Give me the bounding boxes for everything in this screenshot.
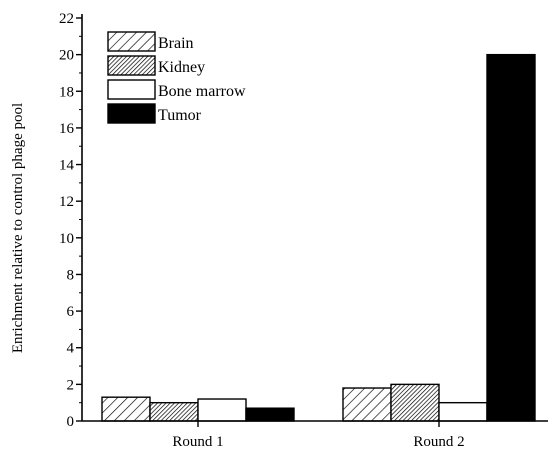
- y-tick-label: 20: [59, 48, 74, 64]
- y-tick-label: 14: [59, 158, 75, 174]
- legend-label: Bone marrow: [158, 83, 246, 100]
- bar-brain-round-1: [101, 396, 151, 422]
- y-tick-label: 4: [67, 341, 75, 357]
- y-tick-label: 0: [67, 414, 75, 430]
- bar-kidney-round-2: [390, 383, 440, 422]
- legend-swatch-brain: [107, 31, 156, 52]
- legend-swatch-tumor: [107, 103, 156, 124]
- y-tick-label: 8: [67, 267, 75, 283]
- y-tick-label: 10: [59, 231, 74, 247]
- legend-label: Brain: [158, 35, 194, 52]
- legend-swatch-kidney: [107, 55, 156, 76]
- bar-bone-marrow-round-1: [197, 398, 247, 422]
- bar-tumor-round-1: [245, 407, 295, 422]
- bars-layer: [101, 53, 536, 422]
- y-tick-label: 22: [59, 11, 74, 27]
- y-tick-label: 16: [59, 121, 75, 137]
- legend-swatch-bone-marrow: [107, 79, 156, 100]
- y-tick-label: 6: [67, 304, 75, 320]
- bar-tumor-round-2: [486, 53, 536, 422]
- legend-label: Tumor: [158, 107, 202, 124]
- bar-brain-round-2: [342, 387, 392, 422]
- y-axis-title: Enrichment relative to control phage poo…: [10, 103, 26, 353]
- y-tick-label: 2: [67, 377, 75, 393]
- x-ticks: Round 1 Round 2: [172, 421, 465, 450]
- y-tick-label: 18: [59, 84, 74, 100]
- bar-bone-marrow-round-2: [438, 401, 488, 422]
- y-tick-label: 12: [59, 194, 74, 210]
- bar-kidney-round-1: [149, 401, 199, 422]
- y-ticks: 0 2 4 6 8 10 12 14 16 18 20 22: [59, 11, 82, 430]
- legend: Brain Kidney Bone marrow Tumor: [107, 31, 246, 124]
- legend-label: Kidney: [158, 59, 205, 76]
- x-tick-label: Round 1: [172, 434, 223, 450]
- x-tick-label: Round 2: [413, 434, 464, 450]
